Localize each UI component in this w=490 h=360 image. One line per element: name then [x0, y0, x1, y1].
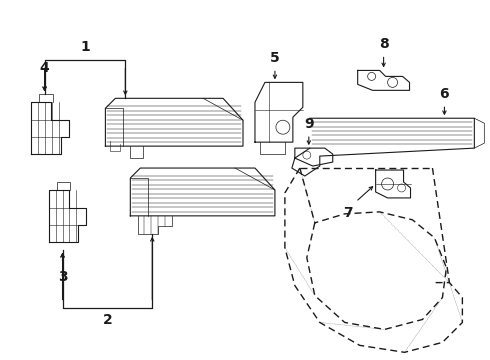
Text: 2: 2: [102, 314, 112, 328]
Text: 7: 7: [343, 206, 352, 220]
Text: 8: 8: [379, 37, 389, 51]
Text: 4: 4: [40, 62, 49, 75]
Text: 5: 5: [270, 51, 280, 66]
Text: 9: 9: [304, 117, 314, 131]
Text: 3: 3: [58, 270, 67, 284]
Text: 1: 1: [80, 40, 90, 54]
Text: 6: 6: [440, 87, 449, 101]
